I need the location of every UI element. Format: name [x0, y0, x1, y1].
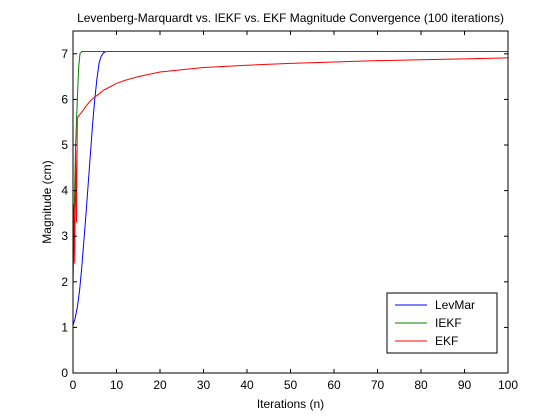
y-tick-label: 1	[61, 320, 68, 334]
x-tick-label: 40	[240, 378, 254, 392]
x-tick-label: 100	[498, 378, 518, 392]
x-tick-label: 0	[70, 378, 77, 392]
legend-label-levmar: LevMar	[435, 298, 475, 312]
legend: LevMar IEKF EKF	[386, 292, 498, 354]
y-tick-label: 4	[61, 184, 68, 198]
y-axis-label: Magnitude (cm)	[40, 160, 54, 243]
series-line-ekf	[73, 57, 508, 282]
x-tick-label: 60	[327, 378, 341, 392]
y-tick-label: 6	[61, 92, 68, 106]
x-tick-label: 70	[371, 378, 385, 392]
x-axis-label: Iterations (n)	[257, 397, 324, 411]
y-tick-label: 7	[61, 47, 68, 61]
x-tick-label: 80	[414, 378, 428, 392]
x-tick-label: 30	[197, 378, 211, 392]
y-tick-label: 3	[61, 229, 68, 243]
y-tick-label: 2	[61, 275, 68, 289]
series-line-levmar	[73, 51, 508, 326]
legend-label-iekf: IEKF	[435, 316, 462, 330]
y-tick-label: 5	[61, 138, 68, 152]
legend-label-ekf: EKF	[435, 334, 458, 348]
x-tick-label: 90	[458, 378, 472, 392]
series-line-iekf	[73, 51, 508, 282]
x-tick-label: 10	[110, 378, 124, 392]
y-tick-label: 0	[61, 366, 68, 380]
chart-title: Levenberg-Marquardt vs. IEKF vs. EKF Mag…	[77, 11, 504, 25]
x-tick-label: 50	[284, 378, 298, 392]
x-tick-label: 20	[153, 378, 167, 392]
